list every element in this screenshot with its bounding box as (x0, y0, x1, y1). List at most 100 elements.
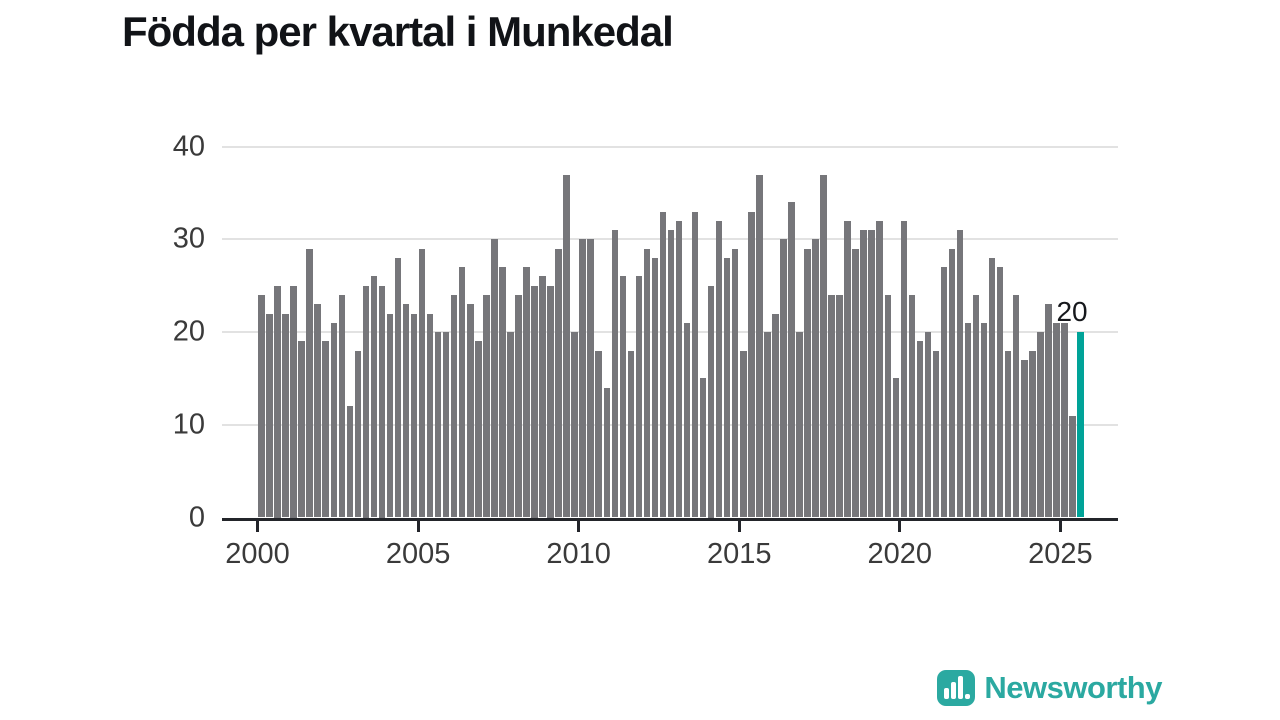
bar-2013-Q3 (691, 211, 699, 518)
bar-2015-Q2 (748, 211, 755, 518)
bar-2016-Q2 (780, 239, 787, 518)
bar-2005-Q4 (442, 332, 450, 518)
bar-2003-Q2 (362, 285, 370, 518)
x-axis-tick-2020 (898, 520, 902, 532)
bar-2007-Q3 (499, 267, 506, 518)
bar-2012-Q1 (643, 248, 651, 518)
bar-2014-Q3 (723, 257, 731, 518)
bar-2012-Q3 (659, 211, 667, 518)
bar-2013-Q1 (675, 220, 683, 518)
bar-2023-Q2 (1004, 350, 1012, 518)
bar-2004-Q2 (394, 257, 402, 518)
bar-2006-Q3 (467, 304, 474, 518)
bar-2009-Q2 (555, 248, 562, 518)
bar-2016-Q4 (796, 332, 803, 518)
newsworthy-wordmark: Newsworthy (984, 670, 1162, 705)
bar-2012-Q4 (667, 230, 675, 518)
bar-2011-Q4 (635, 276, 643, 518)
bar-2024-Q1 (1029, 350, 1036, 518)
bar-2001-Q1 (290, 285, 297, 518)
bar-2013-Q4 (699, 378, 707, 518)
bar-2011-Q2 (619, 276, 627, 518)
logo-dot (965, 694, 971, 699)
bar-2000-Q3 (274, 285, 281, 518)
logo-mini-bar (951, 682, 957, 699)
bar-2011-Q3 (627, 350, 635, 518)
bar-2023-Q4 (1021, 359, 1028, 518)
bar-2010-Q1 (579, 239, 586, 518)
bar-2014-Q2 (715, 220, 723, 518)
bar-2019-Q3 (884, 295, 892, 518)
y-axis-tick-label: 40 (172, 130, 205, 163)
x-axis-tick-2010 (577, 520, 581, 532)
x-axis-tick-label: 2020 (867, 537, 933, 570)
bar-2021-Q4 (956, 230, 964, 518)
bar-2019-Q1 (868, 230, 875, 518)
bar-2022-Q4 (988, 257, 996, 518)
bar-2020-Q2 (908, 295, 916, 518)
logo-mini-bar (944, 688, 950, 699)
bar-2002-Q1 (322, 341, 329, 518)
bar-2011-Q1 (611, 230, 619, 518)
bar-2017-Q1 (804, 248, 811, 518)
bar-2007-Q4 (507, 332, 514, 518)
bar-2001-Q2 (298, 341, 305, 518)
bar-2000-Q2 (266, 313, 273, 518)
x-axis-tick-2015 (737, 520, 741, 532)
bar-2003-Q4 (378, 285, 386, 518)
bar-2016-Q1 (772, 313, 779, 518)
bar-2023-Q1 (996, 267, 1004, 518)
logo-mini-bar (958, 676, 964, 699)
bar-2009-Q1 (547, 285, 554, 518)
bar-2024-Q4 (1053, 322, 1060, 518)
bar-2017-Q3 (820, 174, 827, 518)
bar-2017-Q4 (828, 295, 835, 518)
x-axis-tick-2005 (416, 520, 420, 532)
bar-2018-Q3 (852, 248, 859, 518)
bar-2010-Q4 (603, 387, 610, 518)
bar-2022-Q1 (964, 322, 972, 518)
bar-2017-Q2 (812, 239, 819, 518)
bar-2006-Q4 (475, 341, 482, 518)
y-axis-tick-label: 20 (172, 315, 205, 348)
x-axis-tick-2025 (1058, 520, 1062, 532)
bar-2020-Q4 (924, 332, 932, 518)
bar-2007-Q1 (483, 295, 490, 518)
bar-chart-icon (937, 670, 976, 706)
bar-2021-Q2 (940, 267, 948, 518)
bar-2015-Q3 (756, 174, 763, 518)
y-axis-tick-label: 30 (172, 222, 205, 255)
bar-2012-Q2 (651, 257, 659, 518)
bar-2003-Q1 (354, 350, 362, 518)
x-axis-tick-label: 2010 (546, 537, 611, 570)
bar-2018-Q4 (860, 230, 867, 518)
bar-2023-Q3 (1012, 295, 1020, 518)
bar-2001-Q3 (306, 248, 313, 518)
x-axis-tick-label: 2000 (225, 537, 290, 570)
bar-2024-Q3 (1045, 304, 1052, 518)
bar-2005-Q2 (426, 313, 434, 518)
bar-2001-Q4 (314, 304, 321, 518)
bar-2014-Q4 (731, 248, 739, 518)
bar-2021-Q1 (932, 350, 940, 518)
x-axis-tick-label: 2015 (706, 537, 772, 570)
bar-2020-Q1 (900, 220, 908, 518)
bar-2019-Q4 (892, 378, 900, 518)
highlight-value-label: 20 (1056, 296, 1088, 328)
bar-2005-Q3 (434, 332, 442, 518)
bar-2008-Q4 (539, 276, 546, 518)
bar-2015-Q4 (764, 332, 771, 518)
bar-2007-Q2 (491, 239, 498, 518)
bar-2019-Q2 (876, 220, 883, 518)
bar-2025-Q3 (1077, 332, 1084, 518)
bar-2009-Q3 (563, 174, 570, 518)
bar-2006-Q1 (450, 295, 458, 518)
bar-2008-Q3 (531, 285, 538, 518)
newsworthy-logo: Newsworthy (937, 670, 1162, 706)
bar-2004-Q4 (410, 313, 418, 518)
bar-2008-Q1 (515, 295, 522, 518)
bar-2013-Q2 (683, 322, 691, 518)
bar-2005-Q1 (418, 248, 426, 518)
bar-2003-Q3 (370, 276, 378, 518)
